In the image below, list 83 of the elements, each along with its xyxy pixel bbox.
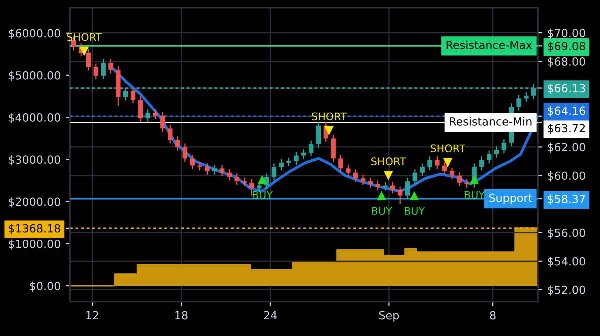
candlestick [450,167,455,180]
candlestick [502,138,507,154]
candlestick [160,112,166,133]
y2-tick-label: $68.00 [548,57,586,68]
candlestick [302,148,306,160]
candlestick [94,63,99,80]
y-tick-label: $3000.00 [9,155,60,166]
candlestick [234,173,240,186]
candlestick [420,163,425,178]
y-tick-label: $6000.00 [9,29,60,40]
y-tick-label: $1000.00 [9,240,60,250]
y-tick-label: $5000.00 [9,71,60,82]
ref-line-label: Support [489,194,532,204]
candlestick [138,96,144,123]
candlestick [175,136,180,152]
candlestick [205,163,210,176]
y-tick-label: $2000.00 [9,198,60,208]
y2-tick-label: $63.72 [548,124,585,134]
candlestick [130,87,136,104]
y-tick-label: $0.00 [30,282,60,292]
y2-tick-label: $56.00 [548,228,586,239]
series-label: SHORT [312,112,348,121]
series-label: BUY [252,191,274,200]
candlestick [412,168,418,186]
text: SHORT [372,158,406,166]
candlestick [368,177,374,188]
candlestick [457,172,462,188]
candlestick [435,156,440,170]
y2-tick-label: $52.00 [548,286,586,296]
candlestick [516,94,522,112]
ref-line-label: Resistance-Min [450,117,532,126]
text: BUY [405,207,426,216]
y2-tick-label: $64.16 [548,106,586,117]
candlestick [168,124,173,144]
y2-tick-label: $66.13 [548,84,586,94]
candlestick [250,178,254,196]
candlestick [190,154,195,170]
candlestick [428,156,432,172]
text: BUY [464,191,486,200]
candlestick [480,156,484,172]
candlestick [272,163,277,182]
candlestick [390,182,396,194]
candlestick [524,92,529,103]
text: SHORT [430,144,466,153]
candlestick [308,140,314,158]
candlestick [346,164,351,178]
candlestick [442,162,448,176]
candlestick [353,168,358,183]
candlestick [86,48,92,72]
text: SHORT [67,33,102,42]
candlestick [338,154,344,173]
candlestick [360,174,366,186]
y2-tick-label: $69.08 [548,42,586,52]
candlestick [153,108,158,120]
candlestick [376,180,380,192]
candlestick [146,108,150,123]
candlestick [494,146,500,158]
y2-tick-label: $62.00 [548,142,586,154]
candlestick [101,58,106,80]
candlestick [182,143,188,163]
candlestick [405,177,410,200]
candlestick [316,122,322,148]
x-tick-label: Sep [379,311,400,322]
x-tick-label: 8 [490,311,496,320]
x-tick-label: 12 [86,311,98,320]
candlestick [294,152,299,166]
candlestick [108,58,114,74]
text: BUY [372,207,392,216]
y2-tick-label: $54.00 [548,257,586,268]
x-tick-label: 24 [264,311,277,320]
y-tick-label: $4000.00 [9,113,60,124]
candlestick [398,186,403,205]
y-tick-label: $1368.18 [9,224,60,234]
candlestick [331,134,336,163]
candlestick [486,150,492,164]
candlestick [220,164,225,178]
candlestick [257,182,262,193]
y2-tick-label: $70.00 [548,28,586,39]
x-tick-label: 18 [176,311,188,320]
candlestick [212,164,218,176]
y2-tick-label: $60.00 [548,172,586,182]
y2-tick-label: $58.37 [548,194,586,205]
ref-line-label: Resistance-Max [446,40,532,50]
